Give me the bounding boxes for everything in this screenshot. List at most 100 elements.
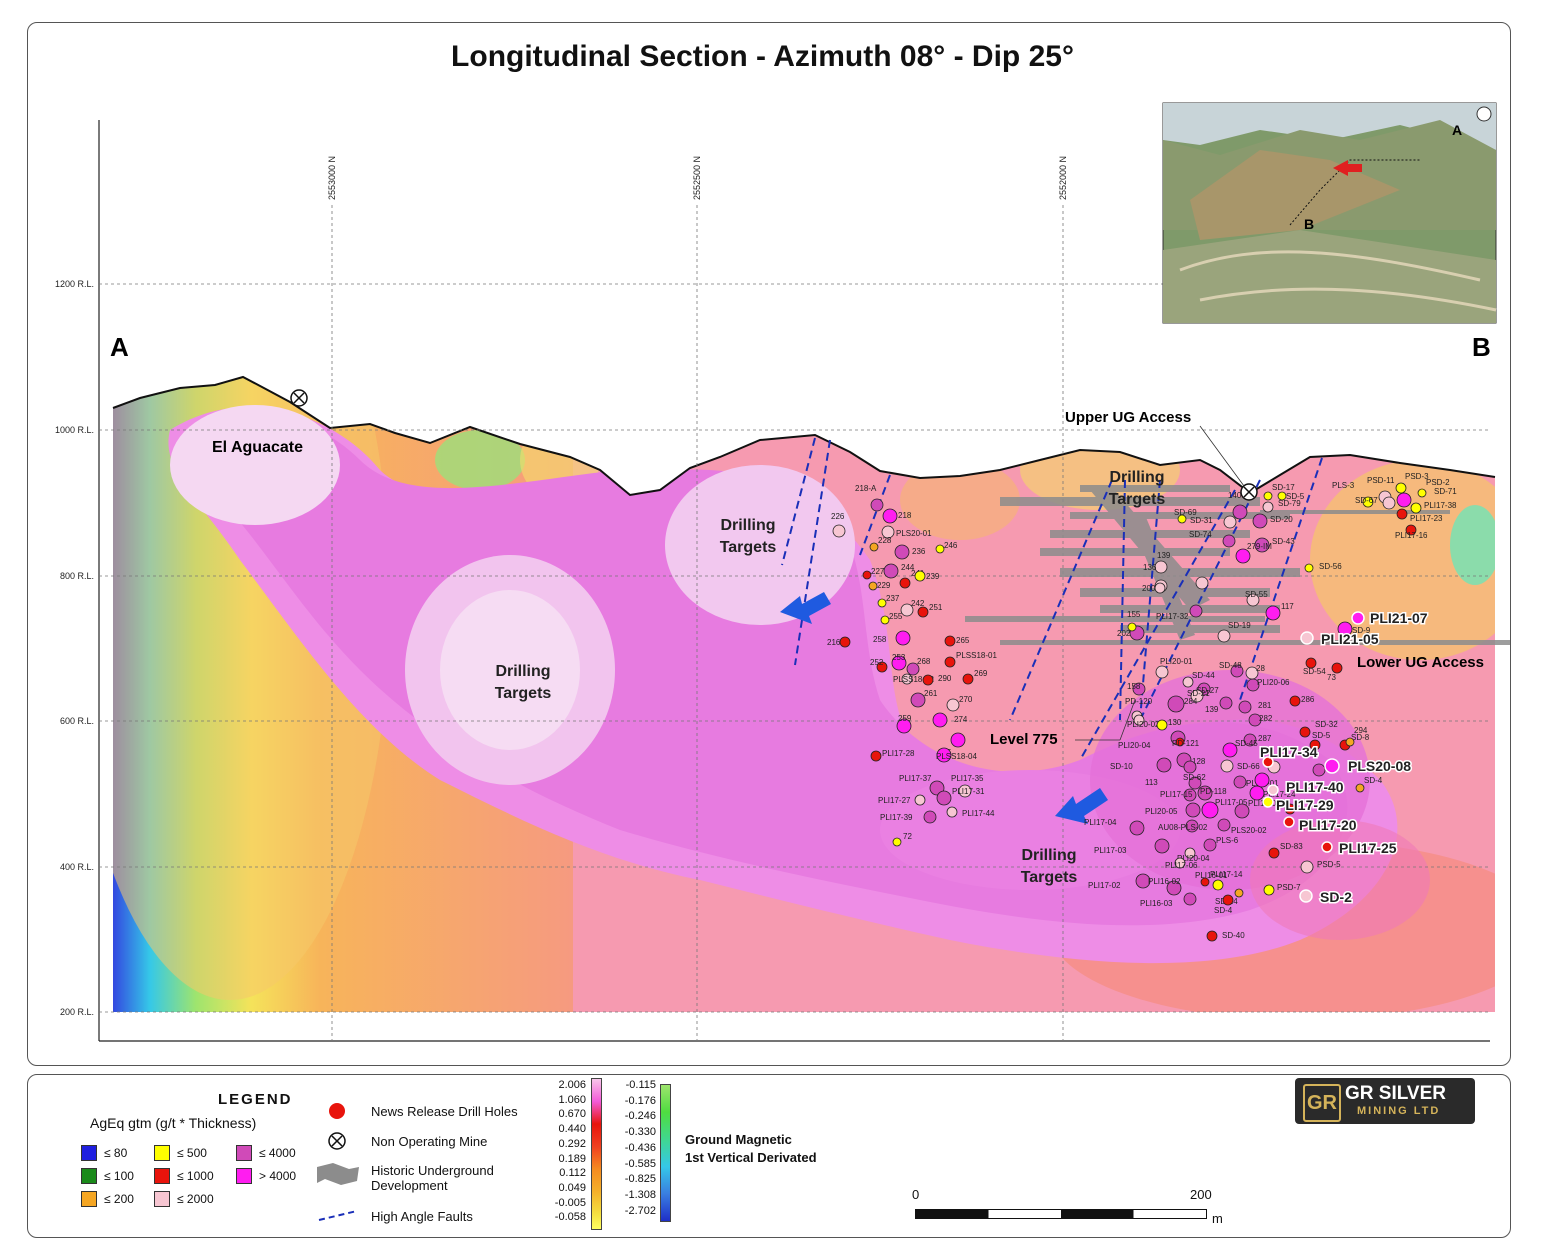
news-release-label: PLI17-20 [1299, 817, 1357, 833]
drill-hole [1268, 847, 1280, 859]
drill-hole-label: SD-44 [1192, 671, 1215, 680]
drill-hole [1410, 502, 1422, 514]
drilling-targets-label: Targets [495, 685, 552, 702]
legend-faults-label: High Angle Faults [371, 1209, 473, 1224]
drill-hole-label: 130 [1168, 718, 1182, 727]
drill-hole-label: SD-83 [1280, 842, 1303, 851]
drill-hole-label: PSD-7 [1277, 883, 1301, 892]
drill-hole [896, 718, 912, 734]
drill-hole [1212, 879, 1224, 891]
news-release-drill-hole [1299, 889, 1313, 903]
drill-hole-label: 72 [903, 832, 912, 841]
scale-unit: m [1212, 1211, 1223, 1226]
drill-hole [936, 790, 952, 806]
arrow-icon [1333, 160, 1362, 176]
drill-hole [1238, 700, 1252, 714]
drill-hole [1263, 491, 1273, 501]
colorbar-value: 0.292 [558, 1137, 586, 1150]
drill-hole [1222, 742, 1238, 758]
scale-bar [915, 1209, 1207, 1219]
drill-hole-label: 287 [1258, 734, 1272, 743]
drill-hole-label: SD-4 [1364, 776, 1383, 785]
drill-hole-label: SD-17 [1272, 483, 1295, 492]
drill-hole-label: PLI20-01 [1160, 657, 1193, 666]
drill-hole-label: 269 [974, 669, 988, 678]
magnetic-label-1: Ground Magnetic [685, 1132, 792, 1147]
legend-title: LEGEND [218, 1091, 293, 1108]
drill-hole-label: 218 [898, 511, 912, 520]
drill-hole [862, 570, 872, 580]
drill-hole [1129, 820, 1145, 836]
drill-hole [1206, 930, 1218, 942]
drill-hole-label: 218-A [855, 484, 877, 493]
colorbar-value: -0.825 [624, 1173, 656, 1186]
news-release-drill-hole [1283, 816, 1295, 828]
drill-hole-label: PLS-3 [1332, 481, 1355, 490]
drill-hole [1284, 803, 1296, 815]
historic-ug-icon [317, 1163, 359, 1185]
drill-hole-label: SD-5 [1286, 492, 1305, 501]
drill-hole-label: SD-56 [1319, 562, 1342, 571]
drill-hole [1243, 733, 1257, 747]
drill-hole [1263, 884, 1275, 896]
drill-hole [1337, 621, 1353, 637]
colorbar-value: 0.440 [558, 1123, 586, 1136]
legend-news-release-label: News Release Drill Holes [371, 1104, 518, 1119]
drill-hole-label: 155 [1127, 610, 1141, 619]
drill-hole [914, 794, 926, 806]
drill-hole-label: 282 [1259, 714, 1273, 723]
drill-hole [1154, 560, 1168, 574]
lower-ug-access-label: Lower UG Access [1357, 654, 1484, 671]
drill-hole [1154, 838, 1170, 854]
drill-hole [946, 806, 958, 818]
drill-hole [1254, 537, 1270, 553]
drill-hole-label: AU08-PLS-02 [1158, 823, 1208, 832]
colorbar-value: -0.115 [625, 1079, 656, 1091]
drill-hole-label: 270 [959, 695, 973, 704]
drill-hole [1309, 739, 1321, 751]
legend-class-label: ≤ 200 [104, 1192, 134, 1206]
drill-hole [1182, 676, 1194, 688]
drill-hole-label: SD-20 [1270, 515, 1293, 524]
legend-class-label: ≤ 4000 [259, 1146, 296, 1160]
drill-hole-label: PSD-3 [1405, 472, 1429, 481]
drilling-targets-label: Targets [1109, 491, 1166, 508]
drill-hole [1222, 894, 1234, 906]
dip-arrow-icon [780, 592, 1108, 824]
news-release-label: PLS20-08 [1348, 758, 1411, 774]
legend-class-label: ≤ 1000 [177, 1169, 214, 1183]
drill-hole-label: 117 [1281, 602, 1294, 611]
company-logo: GR GR SILVER MINING LTD [1295, 1078, 1475, 1124]
drill-hole [1183, 892, 1197, 906]
legend-swatch [236, 1145, 252, 1161]
drill-hole-label: PLI17-14 [1210, 870, 1243, 879]
drill-hole [1396, 492, 1412, 508]
drilling-targets-label: Targets [1021, 869, 1078, 886]
colorbar-value: -2.702 [624, 1204, 656, 1217]
drill-hole [1222, 534, 1236, 548]
drill-hole [1185, 819, 1199, 833]
drill-hole-label: SD-40 [1222, 931, 1245, 940]
drill-hole-label: SD-69 [1174, 508, 1197, 517]
colorbar-value: -0.330 [624, 1126, 656, 1139]
inset-photo: A B [1162, 102, 1497, 324]
drill-hole-label: SD-79 [1278, 499, 1301, 508]
inset-label-a: A [1452, 122, 1462, 138]
drill-hole-label: 158 [1127, 682, 1141, 691]
drilling-targets-label: Drilling [495, 663, 550, 680]
drill-hole-label: PLI20-04 [1118, 741, 1151, 750]
drill-hole [1188, 776, 1202, 790]
news-release-drill-hole [1262, 796, 1274, 808]
drill-hole [1312, 763, 1326, 777]
legend-swatch [81, 1168, 97, 1184]
el-aguacate-label: El Aguacate [212, 439, 303, 456]
high-angle-faults [781, 437, 1323, 761]
drill-hole-label: 274 [954, 715, 968, 724]
legend-class-label: ≤ 2000 [177, 1192, 214, 1206]
drill-hole-label: 258 [873, 635, 887, 644]
drill-hole [1195, 576, 1209, 590]
drill-hole [1175, 737, 1185, 747]
drill-hole-label: PLI17-05 [1215, 798, 1248, 807]
legend-swatch [154, 1168, 170, 1184]
drill-hole-label: 255 [889, 612, 903, 621]
